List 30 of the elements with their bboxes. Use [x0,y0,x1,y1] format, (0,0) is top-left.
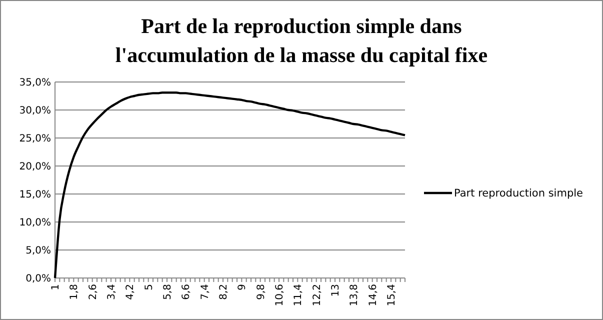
x-tick-label: 9,8 [256,284,267,300]
y-tick-label: 30,0% [19,106,51,116]
x-tick-label: 4,2 [125,284,136,300]
x-tick-label: 6,6 [181,284,192,300]
x-tick-label: 10,6 [274,284,286,306]
y-tick-label: 20,0% [19,162,51,172]
x-tick-label: 9 [237,284,248,290]
y-tick-label: 25,0% [19,134,51,144]
x-tick-label: 11,4 [293,284,304,306]
y-tick-label: 10,0% [19,218,51,228]
x-tick-label: 2,6 [88,284,99,300]
x-tick-label: 1,8 [69,284,80,300]
y-tick-label: 5,0% [26,246,51,256]
x-tick-label: 5 [144,284,155,290]
x-tick-label: 15,4 [386,284,398,306]
x-tick-label: 8,2 [218,284,230,300]
y-tick-label: 0,0% [26,274,51,284]
x-tick-label: 1 [50,284,62,290]
x-tick-label: 5,8 [162,284,174,300]
x-tick-label: 13 [330,284,342,297]
x-tick-label: 12,2 [312,284,323,306]
x-tick-label: 3,4 [106,284,118,300]
y-tick-label: 35,0% [19,78,51,88]
x-tick-label: 14,6 [368,284,379,306]
line-series [54,92,406,280]
y-tick-label: 15,0% [19,190,51,200]
x-tick-label: 13,8 [349,284,360,306]
x-tick-label: 7,4 [200,284,211,300]
chart-title: Part de la reproduction simple dans l'accumulation de la masse du capital fixe [115,14,488,67]
legend-label: Part reproduction simple [454,188,583,200]
